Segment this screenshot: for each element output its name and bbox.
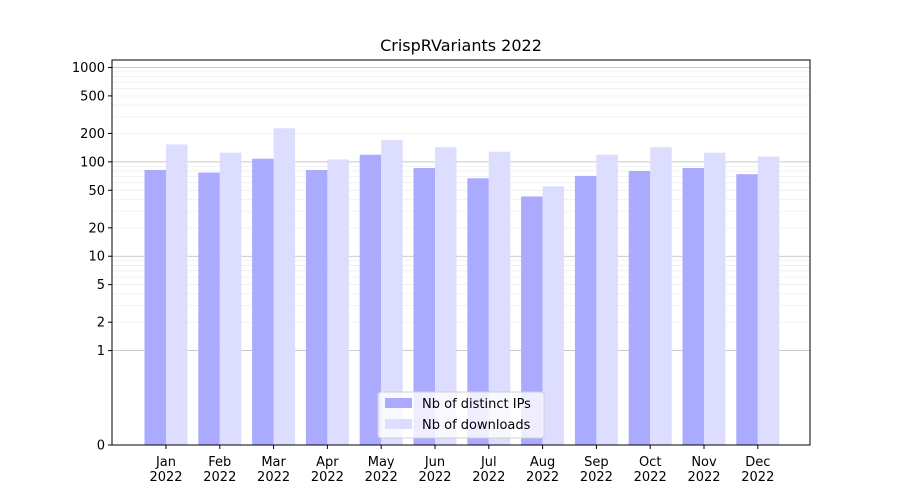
bar-downloads bbox=[757, 156, 780, 445]
x-tick-label: Jan 2022 bbox=[149, 455, 182, 485]
y-tick-label: 500 bbox=[80, 89, 105, 104]
bar-distinct-ips bbox=[252, 158, 274, 445]
bar-distinct-ips bbox=[628, 171, 651, 446]
bar-downloads bbox=[327, 159, 349, 445]
x-tick-label: Oct 2022 bbox=[634, 455, 667, 485]
y-tick-label: 200 bbox=[80, 127, 105, 142]
legend-label-downloads: Nb of downloads bbox=[422, 418, 531, 433]
x-tick-label: Jul 2022 bbox=[472, 455, 505, 485]
bar-downloads bbox=[166, 144, 188, 445]
bars bbox=[144, 128, 780, 446]
legend-swatch-distinct-ips bbox=[385, 398, 412, 408]
legend-box bbox=[377, 391, 545, 439]
bar-distinct-ips bbox=[413, 168, 435, 445]
y-tick-label: 1000 bbox=[72, 61, 105, 76]
bar-distinct-ips bbox=[467, 178, 489, 445]
x-tick-label: Jun 2022 bbox=[418, 455, 451, 485]
legend-swatch-downloads bbox=[385, 419, 412, 429]
legend: Nb of distinct IPs Nb of downloads bbox=[377, 391, 545, 439]
bar-distinct-ips bbox=[574, 175, 597, 445]
y-tick-label: 2 bbox=[97, 316, 105, 331]
bar-downloads bbox=[219, 152, 242, 445]
bar-distinct-ips bbox=[359, 154, 382, 445]
y-tick-label: 100 bbox=[80, 155, 105, 170]
y-tick-label: 0 bbox=[97, 439, 105, 454]
plot-frame bbox=[111, 59, 811, 446]
bar-downloads bbox=[435, 147, 457, 445]
y-tick-label: 20 bbox=[88, 221, 105, 236]
x-tick-label: Nov 2022 bbox=[687, 455, 720, 485]
chart-title: CrispRVariants 2022 bbox=[380, 36, 542, 55]
bar-distinct-ips bbox=[736, 174, 758, 445]
y-tick-label: 10 bbox=[88, 250, 105, 265]
bar-downloads bbox=[596, 154, 618, 445]
bar-downloads bbox=[273, 128, 296, 445]
bar-distinct-ips bbox=[682, 168, 704, 445]
x-tick-label: Dec 2022 bbox=[741, 455, 774, 485]
bar-distinct-ips bbox=[521, 196, 543, 445]
bar-distinct-ips bbox=[144, 169, 166, 446]
x-tick-label: Mar 2022 bbox=[257, 455, 290, 485]
x-axis: Jan 2022 Feb 2022 Mar 2022 Apr 2022 May 2022 Jun 20… bbox=[149, 445, 774, 485]
x-tick-label: Apr 2022 bbox=[311, 455, 344, 485]
y-tick-label: 50 bbox=[88, 184, 105, 199]
bar-distinct-ips bbox=[198, 172, 220, 445]
bar-downloads bbox=[488, 151, 511, 446]
bar-downloads bbox=[650, 147, 672, 445]
x-tick-label: Sep 2022 bbox=[580, 455, 613, 485]
x-tick-label: Aug 2022 bbox=[526, 455, 559, 485]
x-tick-label: May 2022 bbox=[365, 455, 398, 485]
legend-label-distinct-ips: Nb of distinct IPs bbox=[422, 397, 531, 412]
x-tick-label: Feb 2022 bbox=[203, 455, 236, 485]
bar-downloads bbox=[381, 140, 403, 445]
y-tick-label: 5 bbox=[97, 278, 105, 293]
bar-distinct-ips bbox=[305, 169, 328, 446]
bar-downloads bbox=[542, 186, 565, 445]
bar-downloads bbox=[704, 152, 726, 445]
y-tick-label: 1 bbox=[97, 344, 105, 359]
y-axis: 0 1 2 5 10 20 50 100 200 500 1000 bbox=[72, 61, 112, 454]
